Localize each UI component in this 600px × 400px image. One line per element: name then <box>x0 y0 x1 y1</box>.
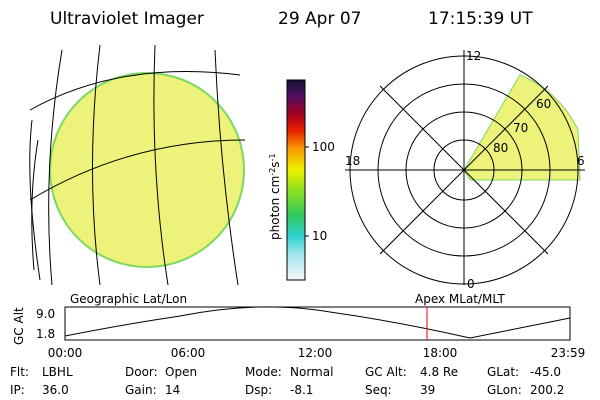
lat-label: 70 <box>513 121 528 135</box>
colorbar-tick-label: 10 <box>312 229 327 243</box>
info-label: GLat: <box>487 365 519 379</box>
exponent: -1 <box>268 153 277 161</box>
info-label: Mode: <box>245 365 282 379</box>
y-tick-label: 1.8 <box>36 327 55 341</box>
mlt-label: 0 <box>467 277 475 291</box>
info-value: Normal <box>290 365 333 379</box>
mlt-label: 12 <box>466 49 481 63</box>
colorbar <box>286 79 306 281</box>
info-value: -45.0 <box>530 365 561 379</box>
info-value: -8.1 <box>290 383 313 397</box>
lat-label: 80 <box>493 141 508 155</box>
info-label: GC Alt: <box>365 365 407 379</box>
info-value: 14 <box>165 383 180 397</box>
panel-label: Geographic Lat/Lon <box>70 292 187 306</box>
earth-image <box>29 44 246 286</box>
colorbar-tick-label: 100 <box>312 140 335 154</box>
exponent: -2 <box>268 168 277 176</box>
info-value: 200.2 <box>530 383 564 397</box>
x-tick-label: 00:00 <box>48 346 83 360</box>
info-label: Seq: <box>365 383 392 397</box>
info-label: Gain: <box>125 383 157 397</box>
mlt-label: 18 <box>345 154 360 168</box>
x-tick-label: 18:00 <box>423 346 458 360</box>
unit: photon cm <box>268 176 282 240</box>
colorbar-label: photon cm-2s-1 <box>268 153 282 240</box>
info-label: Door: <box>125 365 158 379</box>
info-label: GLon: <box>487 383 522 397</box>
lat-label: 60 <box>536 97 551 111</box>
info-label: Flt: <box>10 365 29 379</box>
date: 29 Apr 07 <box>278 9 361 29</box>
info-value: 4.8 Re <box>420 365 458 379</box>
x-tick-label: 06:00 <box>171 346 206 360</box>
polar-plot <box>345 50 585 285</box>
timeline-ylabel: GC Alt <box>12 307 26 345</box>
info-value: 36.0 <box>42 383 69 397</box>
info-value: LBHL <box>42 365 73 379</box>
info-value: Open <box>165 365 197 379</box>
time: 17:15:39 UT <box>428 9 533 29</box>
instrument: Ultraviolet Imager <box>50 9 204 29</box>
unit: s <box>268 161 282 167</box>
info-label: Dsp: <box>245 383 272 397</box>
x-tick-label: 23:59 <box>551 346 586 360</box>
info-label: IP: <box>10 383 25 397</box>
altitude-curve <box>64 306 571 339</box>
info-value: 39 <box>420 383 435 397</box>
mlt-label: 6 <box>577 154 585 168</box>
y-tick-label: 9.0 <box>36 307 55 321</box>
panel-label: Apex MLat/MLT <box>415 292 505 306</box>
x-tick-label: 12:00 <box>298 346 333 360</box>
timeline-frame <box>64 306 571 341</box>
